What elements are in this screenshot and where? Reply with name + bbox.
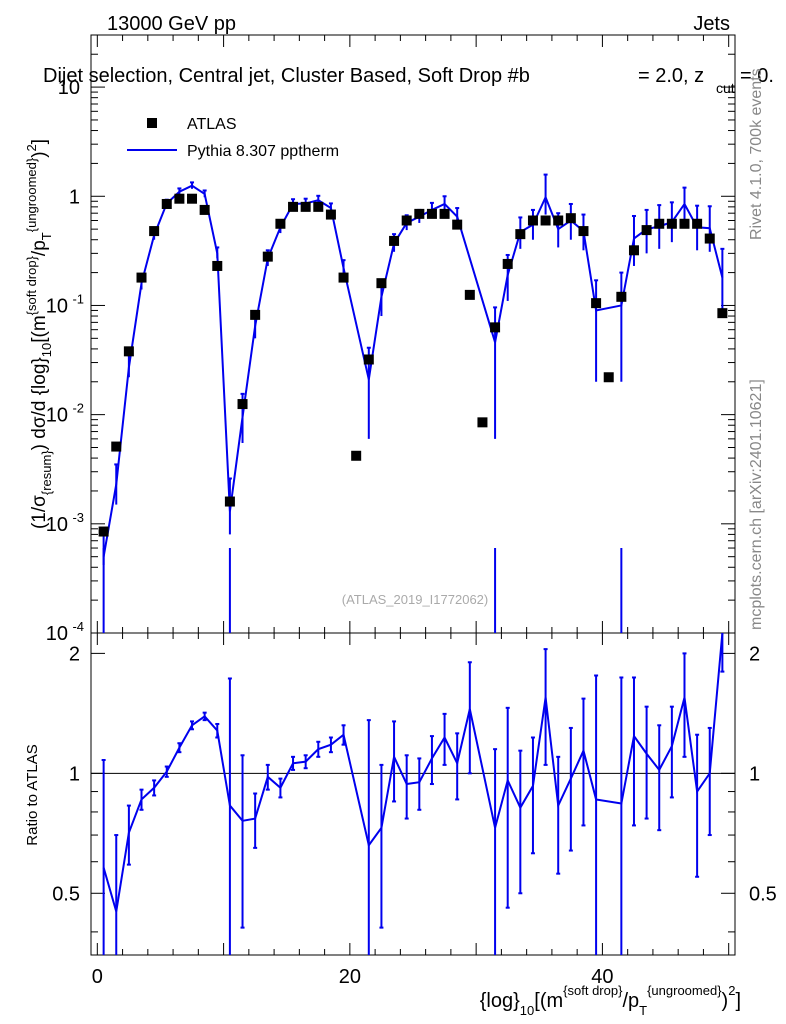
atlas-data-point — [704, 233, 715, 244]
atlas-data-point — [389, 235, 400, 246]
y-tick-label-ratio: 0.5 — [52, 883, 80, 905]
y-tick-label-exp: -1 — [72, 291, 84, 306]
atlas-data-point — [363, 354, 374, 365]
atlas-data-point — [426, 208, 437, 219]
mc-line — [102, 184, 724, 557]
x-tick-label: 40 — [591, 966, 613, 988]
atlas-data-point — [199, 204, 210, 215]
y-axis-title-main-text: (1/σ{resum}) dσ/d {log}10[(m{soft drop}/… — [24, 139, 54, 529]
mc-series — [101, 173, 725, 633]
subtitle-sub: cut — [716, 80, 735, 96]
ratio-panel-frame — [90, 632, 736, 956]
header-left-label: 13000 GeV pp — [107, 13, 236, 35]
atlas-data-series — [98, 193, 728, 537]
legend-data-marker — [147, 118, 157, 128]
y-axis-title-main: (1/σ{resum}) dσ/d {log}10[(m{soft drop}/… — [24, 139, 54, 529]
atlas-data-point — [502, 258, 513, 269]
atlas-data-point — [616, 291, 627, 302]
atlas-data-point — [224, 496, 235, 507]
atlas-data-point — [149, 226, 160, 237]
x-tick-label: 0 — [92, 966, 103, 988]
subtitle-main: Dijet selection, Central jet, Cluster Ba… — [43, 65, 530, 87]
y-tick-label-ratio: 1 — [69, 763, 80, 785]
atlas-data-point — [477, 417, 488, 428]
plot-subtitle: Dijet selection, Central jet, Cluster Ba… — [43, 65, 774, 96]
atlas-data-point — [578, 226, 589, 237]
legend-data-label: ATLAS — [187, 116, 237, 133]
atlas-data-point — [338, 272, 349, 283]
atlas-data-point — [628, 245, 639, 256]
atlas-data-point — [262, 251, 273, 262]
atlas-data-point — [325, 209, 336, 220]
y-tick-label-main: 10 — [46, 295, 68, 317]
header-right-label: Jets — [693, 13, 730, 35]
analysis-watermark: (ATLAS_2019_I1772062) — [342, 592, 488, 607]
atlas-data-point — [654, 218, 665, 229]
atlas-data-point — [591, 298, 602, 309]
legend: ATLAS Pythia 8.307 pptherm — [127, 116, 339, 160]
y-tick-label-ratio-right: 0.5 — [749, 883, 777, 905]
atlas-data-point — [641, 225, 652, 236]
atlas-data-point — [439, 208, 450, 219]
atlas-data-point — [540, 215, 551, 226]
x-axis-title: {log}10[(m{soft drop}/pT{ungroomed})2] — [480, 983, 741, 1018]
atlas-data-point — [717, 308, 728, 319]
ratio-series — [101, 632, 725, 955]
atlas-data-point — [300, 201, 311, 212]
atlas-data-point — [679, 218, 690, 229]
y-tick-label-ratio-right: 1 — [749, 763, 760, 785]
y-tick-label-main: 10 — [46, 405, 68, 427]
atlas-data-point — [553, 215, 564, 226]
y-tick-label-exp: -4 — [72, 619, 84, 634]
atlas-data-point — [174, 193, 185, 204]
atlas-data-point — [464, 289, 475, 300]
atlas-data-point — [136, 272, 147, 283]
atlas-data-point — [275, 218, 286, 229]
atlas-data-point — [527, 215, 538, 226]
atlas-data-point — [452, 219, 463, 230]
y-tick-label-main: 10 — [46, 623, 68, 645]
y-tick-label-main: 10 — [58, 77, 80, 99]
y-tick-label-ratio: 2 — [69, 643, 80, 665]
atlas-data-point — [123, 346, 134, 357]
x-tick-label: 20 — [339, 966, 361, 988]
atlas-data-point — [515, 229, 526, 240]
y-tick-label-ratio-right: 2 — [749, 643, 760, 665]
y-tick-label-main: 10 — [46, 514, 68, 536]
side-label-rivet: Rivet 4.1.0, 700k events — [748, 68, 765, 240]
atlas-data-point — [98, 526, 109, 537]
atlas-data-point — [313, 201, 324, 212]
side-label-mcplots: mcplots.cern.ch [arXiv:2401.10621] — [748, 379, 765, 630]
atlas-data-point — [401, 215, 412, 226]
atlas-data-point — [351, 450, 362, 461]
y-tick-label-main: 1 — [69, 186, 80, 208]
y-tick-label-exp: -3 — [72, 510, 84, 525]
atlas-data-point — [111, 441, 122, 452]
subtitle-end: = 0. — [740, 65, 774, 87]
subtitle-mid: = 2.0, z — [638, 65, 704, 87]
atlas-data-point — [414, 208, 425, 219]
atlas-data-point — [237, 399, 248, 410]
atlas-data-point — [565, 213, 576, 224]
atlas-data-point — [666, 218, 677, 229]
ratio-line — [102, 632, 724, 912]
atlas-data-point — [692, 218, 703, 229]
legend-mc-label: Pythia 8.307 pptherm — [187, 143, 339, 160]
atlas-data-point — [187, 193, 198, 204]
atlas-data-point — [250, 309, 261, 320]
atlas-data-point — [288, 201, 299, 212]
axis-ticks: 0 20 40 10 -4 10 -3 10 -2 10 -1 1 10 0.5 0.5 1 1 2 2 — [46, 34, 777, 988]
atlas-data-point — [376, 278, 387, 289]
atlas-data-point — [161, 198, 172, 209]
atlas-data-point — [212, 260, 223, 271]
atlas-data-point — [603, 372, 614, 383]
y-tick-label-exp: -2 — [72, 401, 84, 416]
y-axis-title-ratio: Ratio to ATLAS — [24, 744, 41, 845]
atlas-data-point — [490, 322, 501, 333]
